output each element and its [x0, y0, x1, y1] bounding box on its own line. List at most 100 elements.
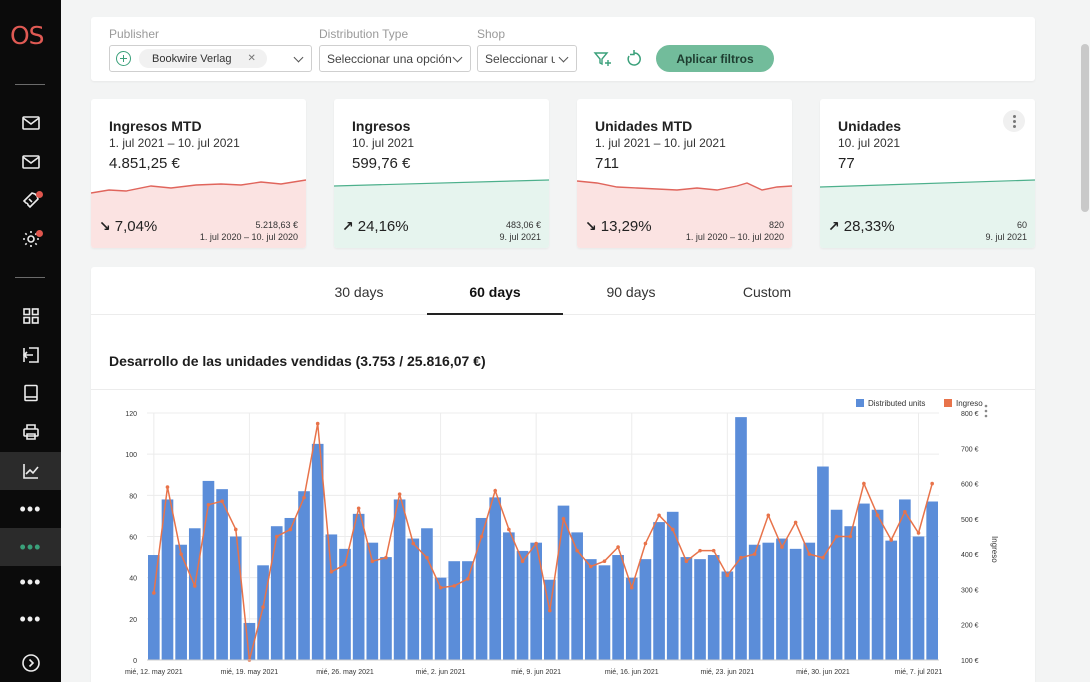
add-circle-icon[interactable] — [116, 51, 131, 66]
bar[interactable] — [229, 536, 242, 661]
revenue-point[interactable] — [903, 510, 907, 514]
revenue-point[interactable] — [165, 485, 170, 489]
sidebar-item-tickets[interactable] — [0, 181, 61, 219]
revenue-point[interactable] — [411, 541, 416, 546]
bar[interactable] — [475, 517, 488, 660]
sidebar-item-more-3[interactable]: ••• — [0, 563, 61, 601]
revenue-point[interactable] — [206, 502, 211, 507]
bar[interactable] — [175, 544, 187, 660]
bar[interactable] — [503, 532, 515, 660]
revenue-point[interactable] — [643, 541, 648, 546]
revenue-point[interactable] — [793, 520, 798, 525]
bar[interactable] — [844, 526, 857, 660]
revenue-point[interactable] — [520, 559, 525, 563]
bar[interactable] — [830, 509, 843, 660]
revenue-point[interactable] — [739, 555, 743, 560]
sidebar-item-analytics[interactable] — [0, 452, 61, 490]
revenue-point[interactable] — [698, 548, 702, 553]
bar[interactable] — [858, 503, 870, 660]
bar[interactable] — [885, 540, 898, 660]
bar[interactable] — [188, 528, 201, 660]
bar[interactable] — [148, 555, 160, 660]
revenue-point[interactable] — [370, 559, 375, 563]
bar[interactable] — [639, 559, 652, 660]
tab-60-days[interactable]: 60 days — [469, 284, 521, 300]
bar[interactable] — [216, 489, 228, 660]
bar[interactable] — [544, 579, 556, 660]
revenue-point[interactable] — [766, 513, 771, 518]
revenue-point[interactable] — [315, 421, 320, 426]
revenue-point[interactable] — [916, 531, 921, 535]
sidebar-item-more-4[interactable]: ••• — [0, 600, 61, 638]
bar[interactable] — [366, 542, 379, 660]
revenue-point[interactable] — [561, 517, 566, 521]
bar[interactable] — [871, 509, 884, 660]
revenue-point[interactable] — [438, 585, 443, 590]
revenue-point[interactable] — [862, 481, 866, 486]
bar[interactable] — [666, 511, 679, 660]
bar[interactable] — [748, 544, 761, 660]
bar[interactable] — [653, 522, 665, 660]
bar[interactable] — [257, 565, 269, 660]
bar[interactable] — [694, 559, 706, 660]
revenue-point[interactable] — [657, 513, 661, 518]
sidebar-item-mail-1[interactable] — [0, 104, 61, 142]
add-filter-icon[interactable] — [593, 49, 613, 69]
distribution-type-select[interactable]: Seleccionar una opción — [319, 45, 471, 72]
sidebar-item-mail-2[interactable] — [0, 143, 61, 181]
bar[interactable] — [270, 526, 283, 660]
bar[interactable] — [298, 491, 310, 660]
sidebar-item-catalog[interactable] — [0, 374, 61, 412]
bar[interactable] — [284, 517, 297, 660]
bar[interactable] — [789, 548, 802, 660]
revenue-point[interactable] — [548, 608, 552, 613]
bar[interactable] — [489, 497, 502, 660]
bar[interactable] — [161, 499, 174, 660]
bar[interactable] — [325, 534, 338, 660]
bar[interactable] — [721, 571, 734, 660]
revenue-point[interactable] — [588, 564, 593, 569]
revenue-point[interactable] — [534, 541, 538, 546]
revenue-point[interactable] — [329, 569, 334, 574]
tab-90-days[interactable]: 90 days — [606, 284, 656, 300]
bar[interactable] — [448, 561, 461, 660]
bar[interactable] — [735, 417, 747, 660]
publisher-chip[interactable]: Bookwire Verlag ✕ — [139, 49, 267, 68]
bar[interactable] — [571, 532, 583, 660]
chart-menu-icon[interactable] — [984, 404, 988, 418]
publisher-select[interactable]: Bookwire Verlag ✕ — [109, 45, 312, 72]
revenue-point[interactable] — [752, 552, 757, 556]
bar[interactable] — [393, 499, 406, 660]
bar[interactable] — [557, 505, 570, 660]
bar[interactable] — [776, 538, 788, 660]
sidebar-expand-button[interactable] — [0, 644, 61, 682]
legend-units[interactable]: Distributed units — [868, 399, 925, 408]
apply-filters-button[interactable]: Aplicar filtros — [656, 45, 774, 72]
bar[interactable] — [530, 542, 542, 660]
bar[interactable] — [516, 550, 529, 660]
revenue-point[interactable] — [629, 585, 634, 590]
revenue-point[interactable] — [493, 488, 498, 493]
bar[interactable] — [680, 557, 693, 660]
revenue-point[interactable] — [930, 481, 934, 486]
revenue-point[interactable] — [711, 548, 716, 553]
revenue-point[interactable] — [343, 562, 347, 567]
revenue-point[interactable] — [875, 513, 880, 518]
revenue-point[interactable] — [616, 545, 620, 549]
revenue-point[interactable] — [807, 552, 812, 556]
tab-custom[interactable]: Custom — [742, 284, 792, 300]
bar[interactable] — [707, 555, 720, 660]
revenue-point[interactable] — [507, 527, 511, 532]
revenue-point[interactable] — [274, 534, 279, 539]
page-scrollbar[interactable] — [1081, 44, 1089, 212]
bar[interactable] — [352, 513, 365, 660]
more-vertical-icon[interactable] — [1003, 110, 1025, 132]
revenue-point[interactable] — [684, 559, 689, 563]
shop-select[interactable]: Seleccionar u — [477, 45, 577, 72]
sidebar-item-settings[interactable] — [0, 220, 61, 258]
revenue-point[interactable] — [466, 577, 470, 581]
sidebar-item-more-1[interactable]: ••• — [0, 490, 61, 528]
revenue-point[interactable] — [288, 527, 293, 532]
revenue-point[interactable] — [848, 534, 853, 539]
revenue-point[interactable] — [725, 573, 730, 578]
